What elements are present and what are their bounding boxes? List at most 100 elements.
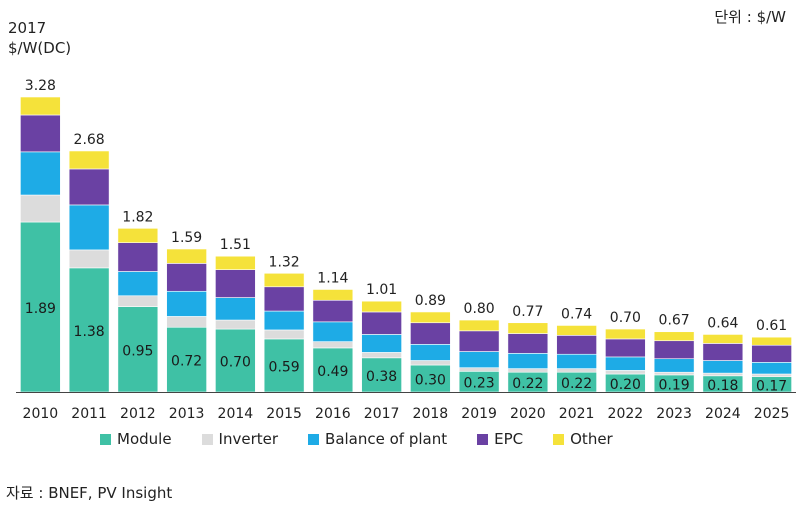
- bar-segment-module-2017: [361, 357, 402, 393]
- x-tick-label-2017: 2017: [364, 406, 400, 422]
- bar-segment-epc-2024: [702, 343, 744, 361]
- module-label-2015: 0.59: [269, 359, 300, 375]
- y-axis-title-line1: 2017: [8, 19, 47, 37]
- bar-segment-balance-of-plant-2015: [263, 310, 305, 331]
- bar-segment-other-2018: [410, 311, 451, 324]
- module-label-2018: 0.30: [415, 373, 446, 389]
- bar-segment-balance-of-plant-2013: [166, 290, 207, 317]
- bar-segment-balance-of-plant-2024: [702, 360, 744, 374]
- bar-segment-other-2021: [556, 325, 597, 336]
- bar-segment-epc-2021: [556, 335, 597, 355]
- x-tick-label-2011: 2011: [71, 406, 107, 422]
- bar-segment-epc-2013: [166, 263, 207, 292]
- total-label-2024: 0.64: [707, 315, 738, 331]
- bar-segment-inverter-2013: [166, 316, 207, 328]
- bar-segment-other-2020: [507, 322, 549, 334]
- bar-segment-other-2023: [653, 331, 695, 342]
- bar-segment-epc-2016: [312, 299, 354, 323]
- bar-segment-balance-of-plant-2023: [653, 358, 695, 373]
- total-label-2014: 1.51: [220, 237, 251, 253]
- bar-segment-inverter-2024: [702, 372, 744, 377]
- bar-segment-inverter-2012: [117, 295, 159, 307]
- legend-label-module: Module: [117, 430, 172, 448]
- bar-segment-epc-2011: [68, 168, 110, 206]
- module-label-2025: 0.17: [756, 378, 787, 394]
- bar-segment-other-2012: [117, 228, 159, 243]
- module-label-2013: 0.72: [171, 354, 202, 370]
- total-label-2016: 1.14: [317, 270, 348, 286]
- bar-segment-balance-of-plant-2020: [507, 353, 549, 369]
- bar-segment-balance-of-plant-2018: [410, 344, 451, 361]
- bar-segment-other-2016: [312, 289, 354, 301]
- bar-segment-inverter-2022: [605, 370, 646, 375]
- legend-swatch-epc: [477, 433, 489, 445]
- bar-segment-other-2011: [68, 150, 110, 170]
- bar-segment-balance-of-plant-2014: [215, 297, 256, 321]
- bar-segment-inverter-2014: [215, 319, 256, 330]
- bar-segment-epc-2020: [507, 333, 549, 354]
- legend-label-inverter: Inverter: [218, 430, 279, 448]
- legend-swatch-inverter: [201, 433, 213, 445]
- module-label-2010: 1.89: [25, 301, 56, 317]
- bar-segment-inverter-2025: [751, 373, 792, 378]
- legend-item-module: Module: [100, 430, 172, 448]
- bar-segment-epc-2017: [361, 311, 402, 335]
- bar-segment-module-2016: [312, 347, 354, 393]
- legend-swatch-balance-of-plant: [308, 433, 320, 445]
- x-tick-label-2019: 2019: [461, 406, 497, 422]
- bar-segment-other-2025: [751, 336, 792, 346]
- bar-segment-inverter-2010: [20, 194, 61, 223]
- bar-segment-inverter-2021: [556, 368, 597, 373]
- bar-segment-inverter-2020: [507, 368, 549, 373]
- bar-segment-balance-of-plant-2019: [458, 351, 500, 369]
- module-label-2016: 0.49: [317, 364, 348, 380]
- bar-segment-other-2024: [702, 334, 744, 344]
- module-label-2012: 0.95: [122, 343, 153, 359]
- total-label-2023: 0.67: [659, 313, 690, 329]
- bar-segment-epc-2022: [605, 338, 646, 358]
- bar-segment-inverter-2015: [263, 329, 305, 340]
- bar-segment-module-2018: [410, 364, 451, 393]
- x-tick-label-2010: 2010: [23, 406, 59, 422]
- bar-segment-other-2014: [215, 255, 256, 270]
- legend-item-inverter: Inverter: [201, 430, 279, 448]
- bar-segment-other-2022: [605, 328, 646, 340]
- module-label-2019: 0.23: [464, 376, 495, 392]
- x-tick-label-2025: 2025: [754, 406, 790, 422]
- bar-segment-epc-2010: [20, 114, 61, 153]
- module-label-2020: 0.22: [512, 376, 543, 392]
- x-tick-label-2014: 2014: [218, 406, 254, 422]
- legend-item-other: Other: [553, 430, 613, 448]
- y-axis-title: 2017 $/W(DC): [8, 18, 71, 58]
- x-tick-label-2013: 2013: [169, 406, 205, 422]
- x-tick-label-2016: 2016: [315, 406, 351, 422]
- legend-label-balance-of-plant: Balance of plant: [325, 430, 448, 448]
- y-axis-title-line2: $/W(DC): [8, 39, 72, 57]
- total-label-2018: 0.89: [415, 293, 446, 309]
- bar-segment-inverter-2018: [410, 360, 451, 366]
- bar-segment-balance-of-plant-2011: [68, 204, 110, 251]
- legend-item-epc: EPC: [477, 430, 523, 448]
- unit-note: 단위 : $/W: [714, 8, 786, 26]
- total-label-2011: 2.68: [74, 132, 105, 148]
- bar-segment-other-2015: [263, 272, 305, 288]
- total-label-2010: 3.28: [25, 78, 56, 94]
- total-label-2012: 1.82: [122, 209, 153, 225]
- bar-segment-inverter-2019: [458, 367, 500, 372]
- bar-segment-balance-of-plant-2021: [556, 353, 597, 369]
- x-tick-label-2021: 2021: [559, 406, 595, 422]
- bar-segment-epc-2025: [751, 344, 792, 363]
- module-label-2023: 0.19: [659, 377, 690, 393]
- bar-segment-epc-2012: [117, 242, 159, 272]
- bar-segment-balance-of-plant-2016: [312, 321, 354, 342]
- total-label-2015: 1.32: [269, 254, 300, 270]
- legend-swatch-module: [100, 433, 111, 445]
- total-label-2025: 0.61: [756, 318, 787, 334]
- legend-swatch-other: [553, 433, 565, 445]
- legend-label-epc: EPC: [494, 430, 524, 448]
- total-label-2021: 0.74: [561, 306, 592, 322]
- x-tick-label-2015: 2015: [266, 406, 302, 422]
- bar-segment-balance-of-plant-2012: [117, 271, 159, 297]
- bar-segment-epc-2019: [458, 330, 500, 352]
- bar-segment-inverter-2016: [312, 341, 354, 349]
